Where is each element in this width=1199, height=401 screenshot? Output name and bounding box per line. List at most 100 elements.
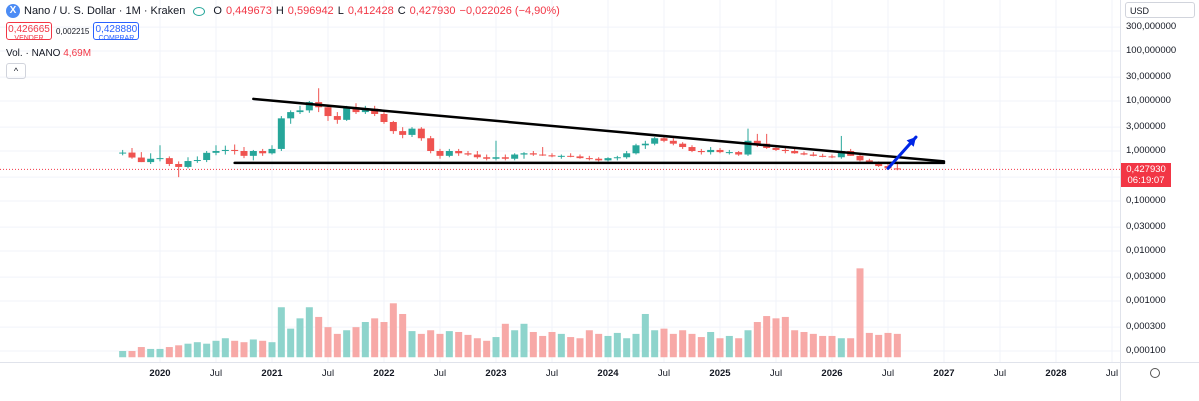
candle-body [455, 151, 463, 154]
change-value: −0,022026 (−4,90%) [459, 5, 560, 17]
x-tick-label: 2022 [373, 368, 395, 379]
volume-bar [315, 316, 323, 358]
volume-bar [604, 335, 612, 358]
candle-body [249, 151, 257, 156]
volume-bar [567, 337, 575, 358]
volume-bar [753, 322, 761, 358]
y-tick-label: 0,010000 [1126, 245, 1166, 256]
sell-price: 0,426665 [8, 24, 50, 35]
candle-body [585, 158, 593, 160]
gear-icon[interactable] [1150, 368, 1160, 378]
candle-body [781, 149, 789, 151]
close-label: C [397, 5, 406, 17]
volume-bar [231, 340, 239, 358]
buy-button[interactable]: 0,428880 COMPRAR [93, 22, 140, 42]
candle-body [520, 153, 528, 155]
candle-body [371, 108, 379, 114]
candle-body [791, 151, 799, 154]
x-tick-label: 2020 [149, 368, 171, 379]
candle-body [819, 155, 827, 157]
candle-body [753, 140, 761, 144]
low-value: 0,412428 [347, 5, 394, 17]
x-tick-label: 2028 [1045, 368, 1067, 379]
volume-bar [492, 337, 500, 358]
candle-body [268, 148, 276, 154]
volume-bar [576, 338, 584, 358]
y-tick-label: 30,000000 [1126, 71, 1171, 83]
candle-body [277, 118, 285, 149]
candle-body [287, 112, 295, 119]
candle-body [604, 158, 612, 161]
volume-bar [128, 351, 136, 358]
buy-price: 0,428880 [95, 24, 138, 35]
currency-selector[interactable]: USD [1125, 2, 1195, 18]
volume-bar [305, 307, 313, 358]
x-tick-label: Jul [657, 368, 671, 379]
volume-bar [697, 337, 705, 358]
volume-bar [865, 332, 873, 358]
volume-bar [445, 331, 453, 358]
volume-bar [520, 323, 528, 358]
open-label: O [213, 5, 222, 17]
x-tick-label: Jul [433, 368, 447, 379]
candle-body [669, 140, 677, 144]
x-tick-label: 2026 [821, 368, 843, 379]
volume-bar [240, 342, 248, 358]
open-value: 0,449673 [225, 5, 272, 17]
candle-body [744, 140, 752, 155]
volume-bar [175, 345, 183, 358]
x-tick-label: 2024 [597, 368, 619, 379]
candle-body [324, 107, 332, 117]
volume-bar [352, 327, 360, 358]
candle-body [464, 153, 472, 155]
symbol-title[interactable]: Nano / U. S. Dollar · 1M · Kraken [24, 5, 186, 17]
volume-bar [268, 342, 276, 358]
candle-body [529, 153, 537, 155]
chart-svg[interactable] [0, 0, 1120, 362]
volume-bar [343, 330, 351, 358]
candle-body [483, 157, 491, 159]
collapse-chevron-up-icon[interactable]: ^ [6, 63, 26, 79]
volume-bar [473, 338, 481, 358]
candle-body [800, 153, 808, 155]
axis-corner [1120, 362, 1199, 401]
candle-body [772, 147, 780, 150]
volume-bar [221, 338, 229, 358]
volume-bar [203, 343, 211, 358]
candle-body [445, 151, 453, 156]
bar-countdown: 06:19:07 [1127, 175, 1165, 186]
volume-bar [296, 318, 304, 358]
candle-body [567, 155, 575, 157]
candle-body [576, 156, 584, 159]
candle-body [837, 151, 845, 158]
candle-body [212, 151, 220, 153]
candle-body [501, 157, 509, 159]
candle-body [296, 110, 304, 113]
spread-value: 0,002215 [56, 26, 90, 36]
volume-bar [156, 348, 164, 358]
candle-body [352, 107, 360, 113]
volume-bar [548, 331, 556, 358]
volume-bar [361, 322, 369, 358]
volume-bar [828, 335, 836, 358]
candle-body [725, 152, 733, 154]
y-tick-label: 0,030000 [1126, 221, 1166, 233]
sell-button[interactable]: 0,426665 VENDER [6, 22, 52, 42]
candle-body [137, 157, 145, 163]
candle-body [389, 122, 397, 132]
chart-area[interactable] [0, 0, 1120, 362]
volume-legend: Vol. · NANO 4,69M [6, 48, 91, 59]
volume-bar [399, 313, 407, 358]
low-label: L [337, 5, 344, 17]
volume-bar [884, 332, 892, 358]
volume-bar [819, 335, 827, 358]
time-axis[interactable] [0, 362, 1120, 401]
volume-bar [529, 331, 537, 358]
volume-bar [735, 338, 743, 358]
candle-body [735, 152, 743, 155]
buy-label: COMPRAR [98, 35, 135, 42]
candle-body [184, 161, 192, 167]
eye-icon[interactable] [193, 6, 206, 16]
candle-body [893, 168, 901, 170]
y-tick-label: 10,000000 [1126, 95, 1171, 106]
